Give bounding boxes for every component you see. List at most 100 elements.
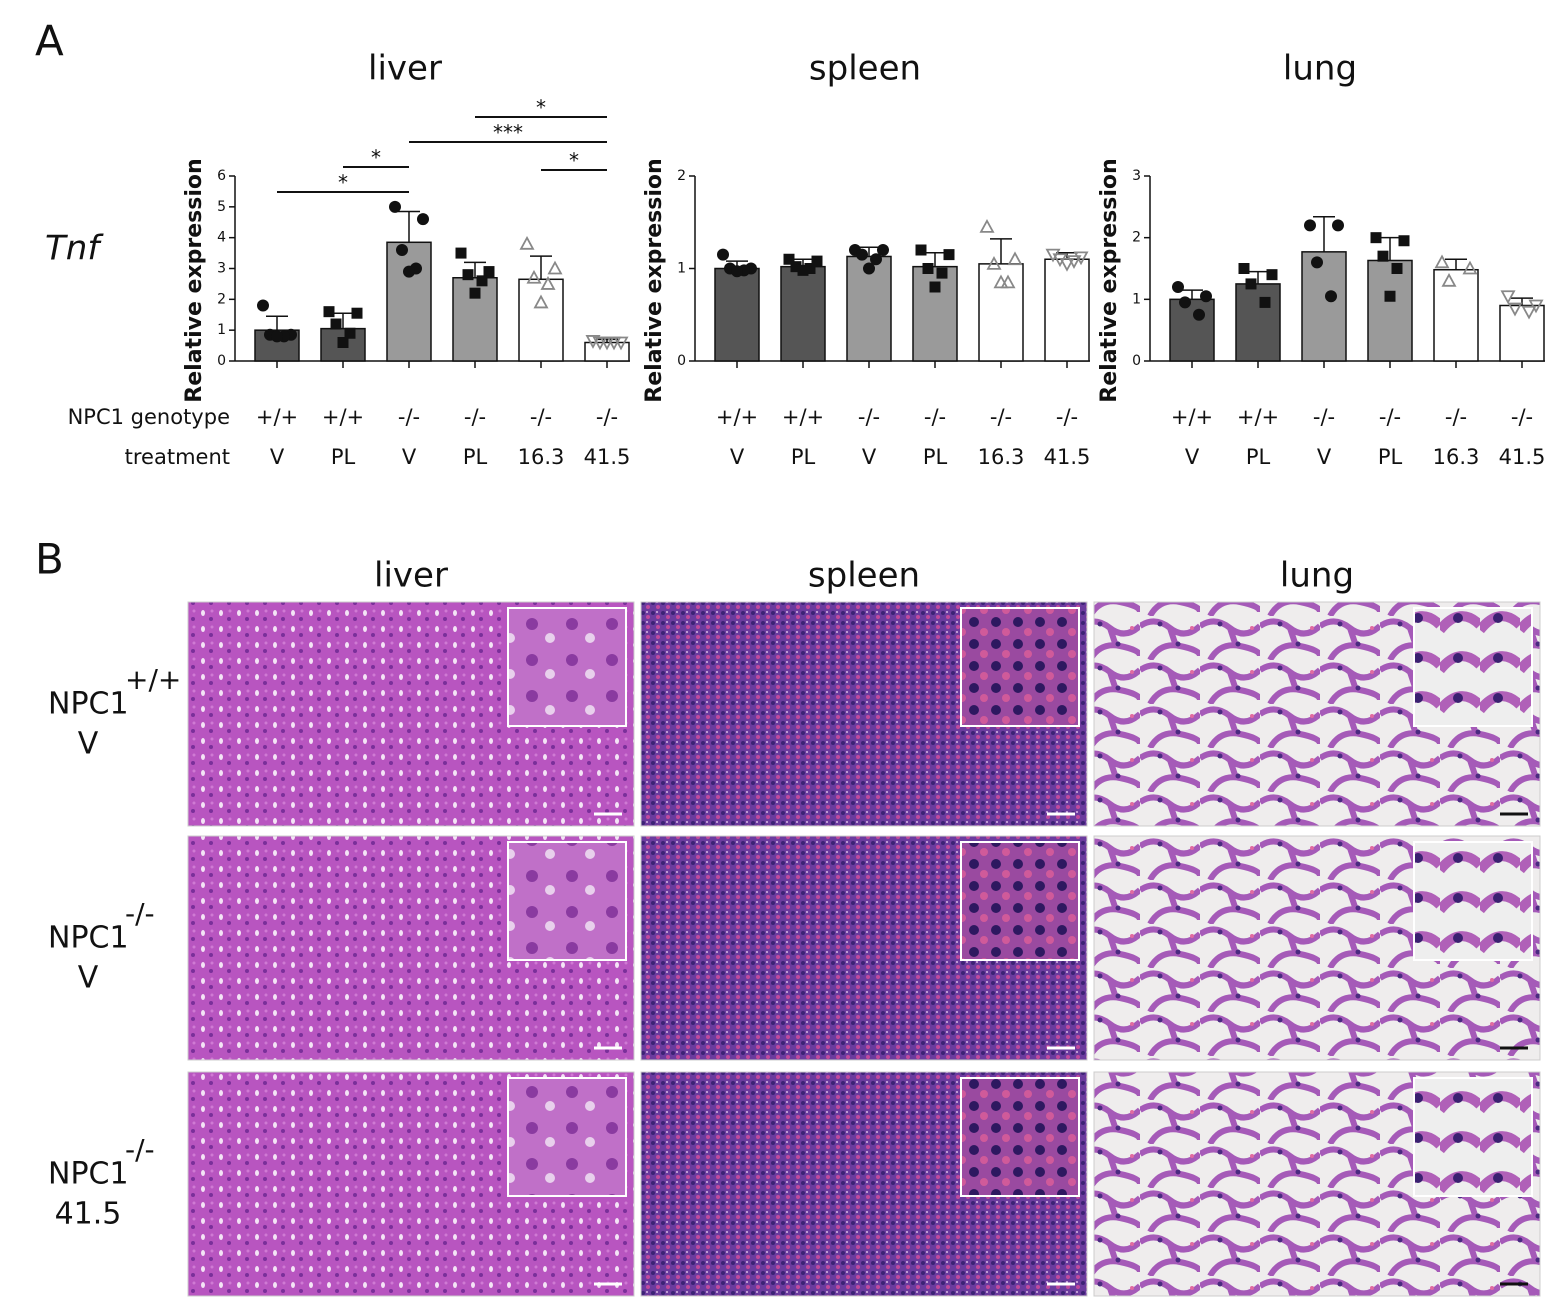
bar <box>1433 268 1479 362</box>
histology-inset <box>1413 607 1533 727</box>
data-point <box>943 249 955 261</box>
row-name: NPC1 <box>48 687 129 722</box>
row-name: NPC1 <box>48 921 129 956</box>
genotype-label: -/- <box>1511 405 1533 429</box>
genotype-label: -/- <box>990 405 1012 429</box>
histology-inset <box>507 1077 627 1197</box>
data-point <box>1245 278 1257 290</box>
error-bar <box>596 338 618 343</box>
row-genotype: -/- <box>125 897 155 930</box>
data-point <box>922 263 934 274</box>
data-point <box>1377 250 1389 262</box>
data-point <box>877 244 889 256</box>
genotype-label: +/+ <box>256 405 298 429</box>
treatment-label: PL <box>1246 445 1271 469</box>
treatment-label: PL <box>1378 445 1403 469</box>
genotype-label: -/- <box>858 405 880 429</box>
treatment-label: 41.5 <box>584 445 631 469</box>
data-point <box>533 294 549 309</box>
data-point <box>1462 260 1478 275</box>
data-point <box>1507 302 1523 317</box>
histology-inset <box>960 841 1080 961</box>
error-bar <box>1181 289 1203 300</box>
genotype-label: -/- <box>596 405 618 429</box>
error-bar <box>1379 236 1401 261</box>
data-point <box>337 337 349 348</box>
y-tick-label: 1 <box>677 261 686 277</box>
genotype-label: -/- <box>924 405 946 429</box>
column-title: liver <box>374 556 448 596</box>
bar <box>1499 304 1545 362</box>
treatment-label: PL <box>463 445 488 469</box>
data-point <box>856 248 868 261</box>
data-point <box>1434 254 1450 269</box>
treatment-label: V <box>1317 445 1332 469</box>
data-point <box>1179 296 1191 309</box>
error-bar <box>1247 270 1269 284</box>
row-label: NPC1 genotype <box>68 405 230 429</box>
genotype-label: -/- <box>464 405 486 429</box>
data-point <box>936 267 948 279</box>
data-point <box>257 299 269 312</box>
column-title: spleen <box>808 556 920 596</box>
genotype-label: +/+ <box>1237 405 1279 429</box>
data-point <box>540 276 556 290</box>
y-tick-label: 2 <box>677 168 686 184</box>
data-point <box>986 255 1002 270</box>
chart-title: spleen <box>809 49 921 89</box>
data-point <box>979 218 995 233</box>
data-point <box>993 274 1009 289</box>
data-point <box>1266 269 1278 281</box>
data-point <box>717 248 729 261</box>
treatment-label: V <box>862 445 877 469</box>
y-tick-label: 0 <box>677 353 686 369</box>
histology-inset <box>960 1077 1080 1197</box>
data-point <box>1325 290 1337 303</box>
error-bar <box>464 261 486 278</box>
row-genotype: -/- <box>125 1133 155 1166</box>
data-point <box>455 247 467 259</box>
y-tick-label: 6 <box>217 168 226 184</box>
bar <box>518 278 564 362</box>
error-bar <box>924 252 946 267</box>
data-point <box>915 244 927 256</box>
data-point <box>1521 305 1537 320</box>
data-point <box>1370 232 1382 244</box>
y-tick-label: 2 <box>217 291 226 307</box>
data-point <box>323 306 335 318</box>
bar <box>714 267 760 362</box>
row-treatment: V <box>78 727 99 762</box>
row-treatment: 41.5 <box>55 1197 122 1232</box>
genotype-label: -/- <box>1056 405 1078 429</box>
data-point <box>811 255 823 267</box>
gene-label: Tnf <box>45 229 104 269</box>
data-point <box>547 260 563 275</box>
genotype-label: -/- <box>1445 405 1467 429</box>
y-axis-label: Relative expression <box>182 158 207 402</box>
histology-inset <box>1413 841 1533 961</box>
treatment-label: 41.5 <box>1499 445 1546 469</box>
data-point <box>1238 263 1250 274</box>
data-point <box>519 235 535 250</box>
data-point <box>271 330 283 343</box>
data-point <box>469 287 481 299</box>
data-point <box>389 200 401 213</box>
treatment-label: V <box>402 445 417 469</box>
data-point <box>417 213 429 226</box>
data-point <box>1332 219 1344 232</box>
bar <box>452 277 498 362</box>
genotype-label: -/- <box>1379 405 1401 429</box>
y-tick-label: 5 <box>217 199 226 215</box>
treatment-label: 16.3 <box>978 445 1025 469</box>
row-label: treatment <box>125 445 230 469</box>
histology-inset <box>507 841 627 961</box>
data-point <box>1384 290 1396 302</box>
data-point <box>1441 272 1457 287</box>
data-point <box>1172 281 1184 293</box>
treatment-label: PL <box>791 445 816 469</box>
bar <box>1169 298 1215 362</box>
data-point <box>476 275 488 287</box>
genotype-label: -/- <box>1313 405 1335 429</box>
treatment-label: V <box>1185 445 1200 469</box>
